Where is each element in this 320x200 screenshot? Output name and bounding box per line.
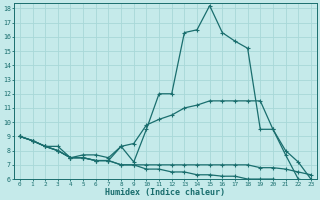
X-axis label: Humidex (Indice chaleur): Humidex (Indice chaleur) bbox=[105, 188, 225, 197]
